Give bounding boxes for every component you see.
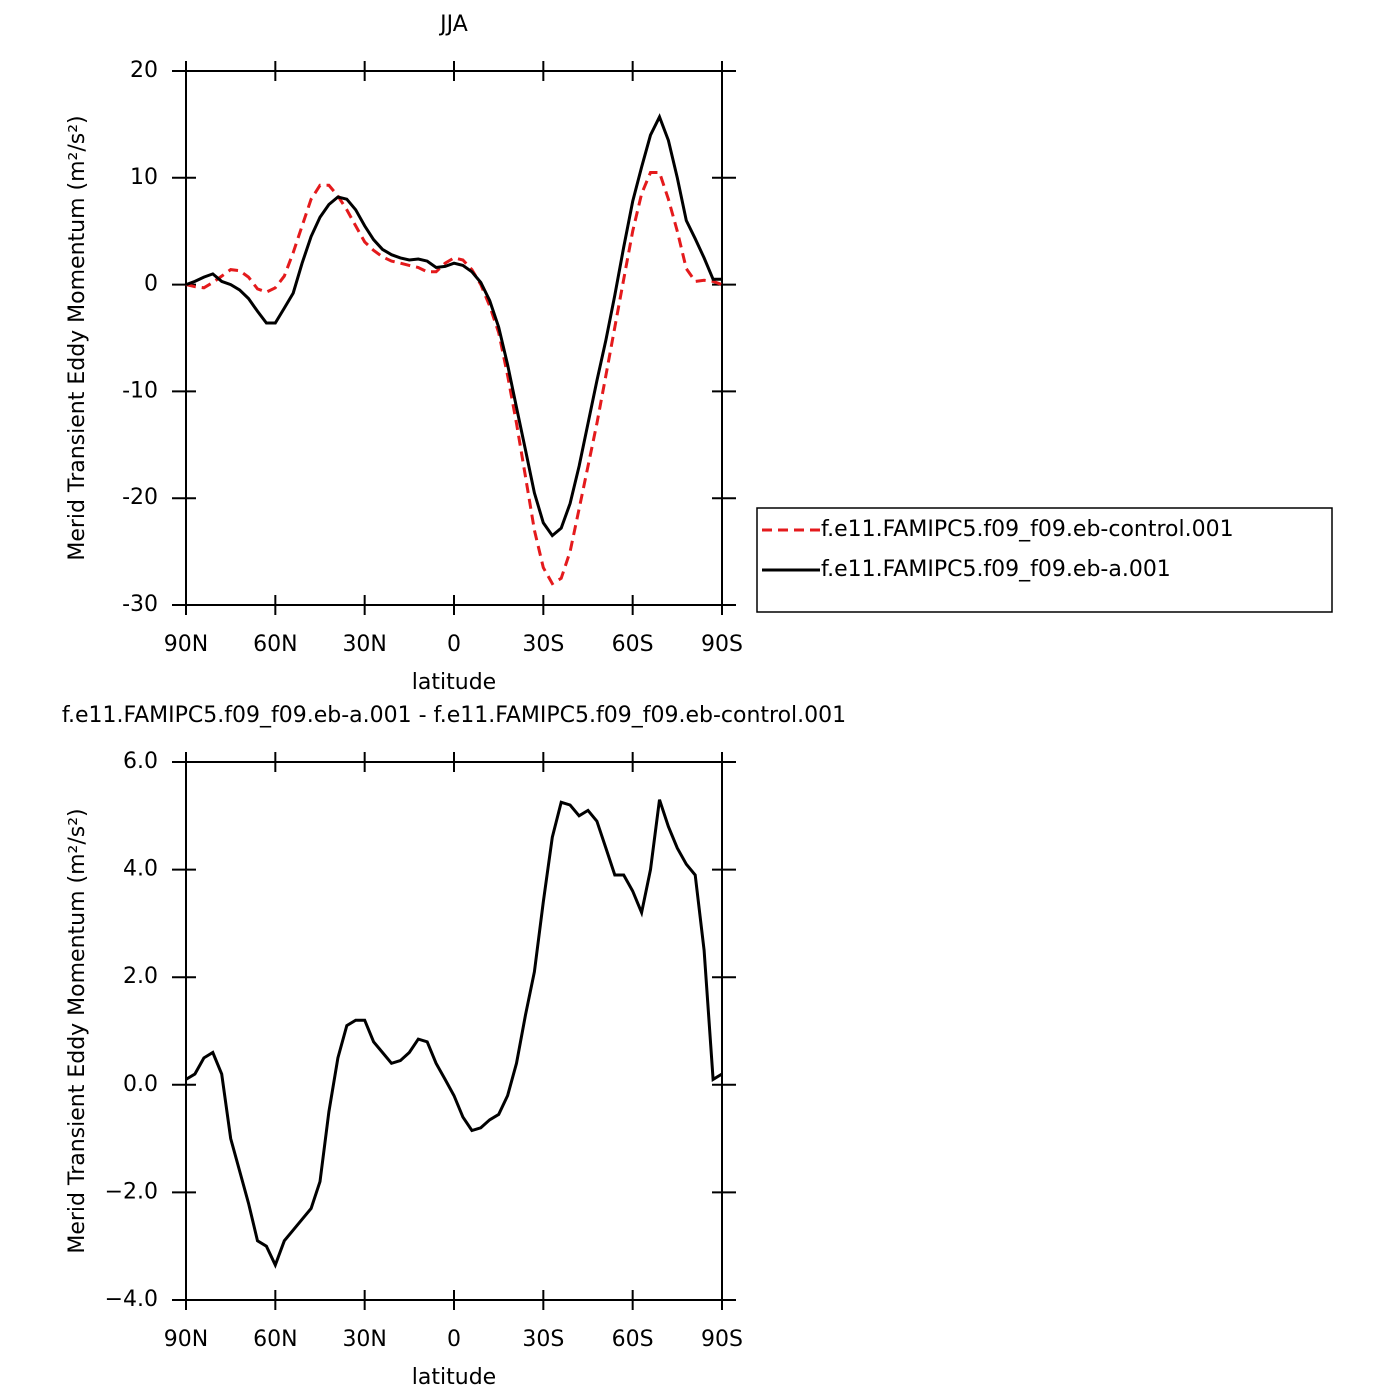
y-tick-label: 2.0 — [123, 964, 158, 989]
series-line — [185, 113, 722, 538]
x-tick-label: 30S — [522, 1327, 564, 1352]
chart-title: JJA — [438, 12, 468, 37]
plot-frame — [185, 70, 723, 606]
x-tick-label: 90S — [701, 1327, 743, 1352]
y-axis-label: Merid Transient Eddy Momentum (m²/s²) — [65, 115, 90, 560]
x-tick-label: 0 — [447, 1327, 461, 1352]
y-tick-label: 6.0 — [123, 749, 158, 774]
legend-box — [756, 507, 1333, 613]
y-tick-label: -30 — [122, 592, 158, 617]
y-tick-label: -10 — [122, 378, 158, 403]
x-tick-label: 60S — [612, 1327, 654, 1352]
x-tick-label: 90N — [164, 632, 208, 657]
series-line — [185, 171, 723, 586]
legend-label: f.e11.FAMIPC5.f09_f09.eb-control.001 — [821, 517, 1234, 542]
x-axis-label: latitude — [412, 670, 496, 695]
x-tick-label: 90S — [701, 632, 743, 657]
legend-label: f.e11.FAMIPC5.f09_f09.eb-a.001 — [821, 557, 1171, 582]
x-tick-label: 30S — [522, 632, 564, 657]
plot-frame — [185, 761, 723, 1301]
y-tick-label: −2.0 — [105, 1179, 158, 1204]
x-tick-label: 30N — [342, 1327, 386, 1352]
y-tick-label: 0.0 — [123, 1072, 158, 1097]
y-tick-label: 4.0 — [123, 857, 158, 882]
y-tick-label: −4.0 — [105, 1287, 158, 1312]
y-tick-label: 20 — [130, 58, 158, 83]
y-axis-label: Merid Transient Eddy Momentum (m²/s²) — [65, 808, 90, 1253]
x-tick-label: 60N — [253, 632, 297, 657]
x-tick-label: 90N — [164, 1327, 208, 1352]
x-tick-label: 60S — [612, 632, 654, 657]
y-tick-label: -20 — [122, 485, 158, 510]
y-tick-label: 0 — [144, 272, 158, 297]
x-tick-label: 0 — [447, 632, 461, 657]
y-tick-label: 10 — [130, 165, 158, 190]
chart-title: f.e11.FAMIPC5.f09_f09.eb-a.001 - f.e11.F… — [62, 703, 846, 728]
series-line — [185, 799, 723, 1269]
x-tick-label: 60N — [253, 1327, 297, 1352]
x-tick-label: 30N — [342, 632, 386, 657]
x-axis-label: latitude — [412, 1365, 496, 1390]
